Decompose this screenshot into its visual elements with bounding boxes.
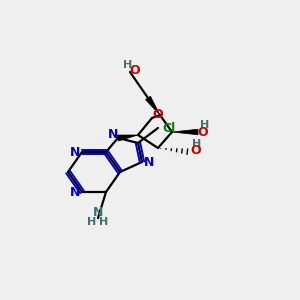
Text: H: H [123, 60, 133, 70]
Polygon shape [146, 96, 160, 115]
Text: H: H [87, 217, 97, 227]
Text: O: O [130, 64, 140, 76]
Text: N: N [108, 128, 118, 142]
Polygon shape [172, 129, 198, 135]
Text: O: O [198, 125, 208, 139]
Text: H: H [200, 120, 210, 130]
Polygon shape [118, 135, 138, 141]
Text: O: O [191, 145, 201, 158]
Text: N: N [70, 146, 80, 158]
Text: O: O [153, 109, 163, 122]
Text: N: N [144, 155, 154, 169]
Text: N: N [70, 185, 80, 199]
Text: H: H [99, 217, 109, 227]
Text: H: H [192, 139, 202, 149]
Text: N: N [93, 206, 103, 220]
Text: Cl: Cl [162, 122, 176, 134]
